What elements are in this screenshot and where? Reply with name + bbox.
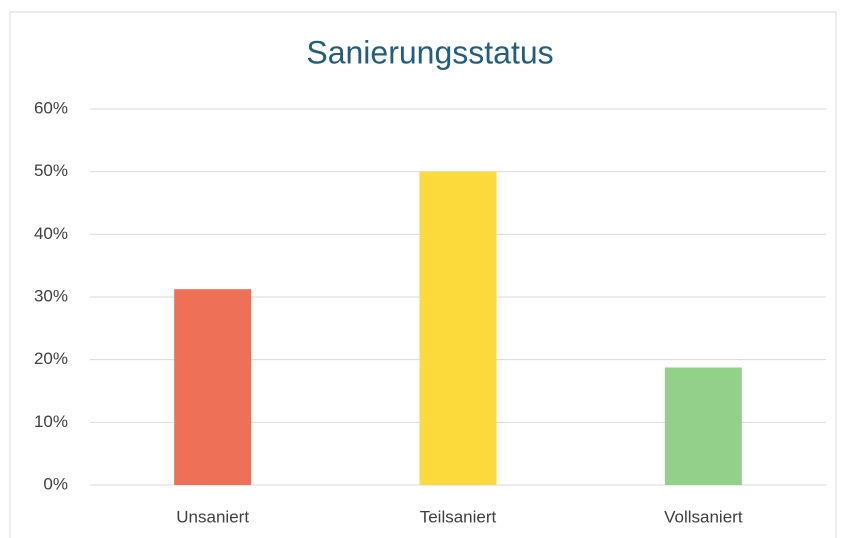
x-tick-label: Unsaniert bbox=[176, 507, 249, 526]
y-tick-label: 30% bbox=[34, 286, 68, 305]
y-tick-label: 20% bbox=[34, 349, 68, 368]
y-tick-label: 50% bbox=[34, 161, 68, 180]
bar bbox=[419, 171, 497, 485]
chart-frame bbox=[9, 11, 837, 538]
y-tick-label: 10% bbox=[34, 412, 68, 431]
y-tick-label: 60% bbox=[34, 98, 68, 117]
x-tick-label: Vollsaniert bbox=[664, 507, 743, 526]
chart-title: Sanierungsstatus bbox=[306, 34, 553, 70]
bar bbox=[664, 367, 742, 485]
y-tick-label: 0% bbox=[43, 474, 68, 493]
bar bbox=[174, 289, 252, 485]
y-tick-label: 40% bbox=[34, 224, 68, 243]
x-tick-label: Teilsaniert bbox=[420, 507, 497, 526]
